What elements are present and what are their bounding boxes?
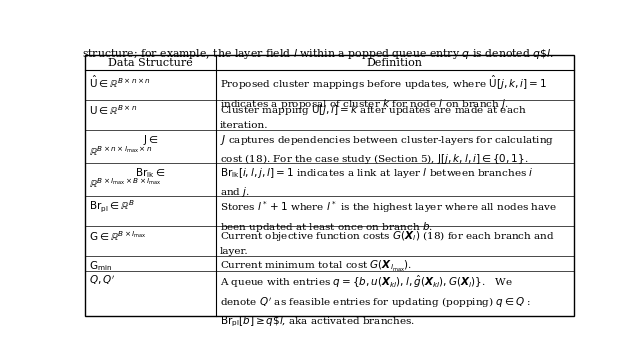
Text: Definition: Definition <box>367 58 422 68</box>
Text: $\mathbb{R}^{B \times n \times l_{\max} \times n}$: $\mathbb{R}^{B \times n \times l_{\max} … <box>89 144 152 157</box>
Text: $\mathrm{J} \in$: $\mathrm{J} \in$ <box>143 134 158 147</box>
Text: Stores $l^* + 1$ where $l^*$ is the highest layer where all nodes have
been upda: Stores $l^* + 1$ where $l^*$ is the high… <box>220 199 557 234</box>
Text: Current minimum total cost $G(\boldsymbol{X}_{l_{\max}})$.: Current minimum total cost $G(\boldsymbo… <box>220 259 412 274</box>
Text: $\mathrm{U} \in \mathbb{R}^{B \times n}$: $\mathrm{U} \in \mathbb{R}^{B \times n}$ <box>89 104 138 117</box>
Text: $J$ captures dependencies between cluster-layers for calculating
cost (18). For : $J$ captures dependencies between cluste… <box>220 134 554 166</box>
Text: $\mathbb{R}^{B \times l_{\max} \times B \times l_{\max}}$: $\mathbb{R}^{B \times l_{\max} \times B … <box>89 176 162 190</box>
Text: $\mathrm{Br_{lk}}[i, l, j, l] = 1$ indicates a link at layer $l$ between branche: $\mathrm{Br_{lk}}[i, l, j, l] = 1$ indic… <box>220 166 534 199</box>
Text: $\mathrm{Br_{lk}} \in$: $\mathrm{Br_{lk}} \in$ <box>135 166 166 180</box>
Text: A queue with entries $q = \{b, u(\boldsymbol{X}_{kl}), l, \hat{g}(\boldsymbol{X}: A queue with entries $q = \{b, u(\boldsy… <box>220 274 531 329</box>
Text: $\mathrm{G_{min}}$: $\mathrm{G_{min}}$ <box>89 259 112 273</box>
Text: $Q, Q'$: $Q, Q'$ <box>89 274 115 287</box>
Text: $\mathrm{Br_{pl}} \in \mathbb{R}^{B}$: $\mathrm{Br_{pl}} \in \mathbb{R}^{B}$ <box>89 199 134 215</box>
Text: $\hat{\mathrm{U}} \in \mathbb{R}^{B \times n \times n}$: $\hat{\mathrm{U}} \in \mathbb{R}^{B \tim… <box>89 74 151 90</box>
Text: Cluster mapping $\mathrm{U}[j, i] = k$ after updates are made at each
iteration.: Cluster mapping $\mathrm{U}[j, i] = k$ a… <box>220 104 526 130</box>
Text: $\mathrm{G} \in \mathbb{R}^{B \times l_{\max}}$: $\mathrm{G} \in \mathbb{R}^{B \times l_{… <box>89 229 147 243</box>
Text: Data Structure: Data Structure <box>108 58 193 68</box>
Text: Proposed cluster mappings before updates, where $\hat{\mathrm{U}}[j, k, i] = 1$
: Proposed cluster mappings before updates… <box>220 74 547 111</box>
Text: structure; for example, the layer field $l$ within a popped queue entry $q$ is d: structure; for example, the layer field … <box>83 47 554 61</box>
Text: Current objective function costs $G(\boldsymbol{X}_l)$ (18) for each branch and
: Current objective function costs $G(\bol… <box>220 229 555 256</box>
